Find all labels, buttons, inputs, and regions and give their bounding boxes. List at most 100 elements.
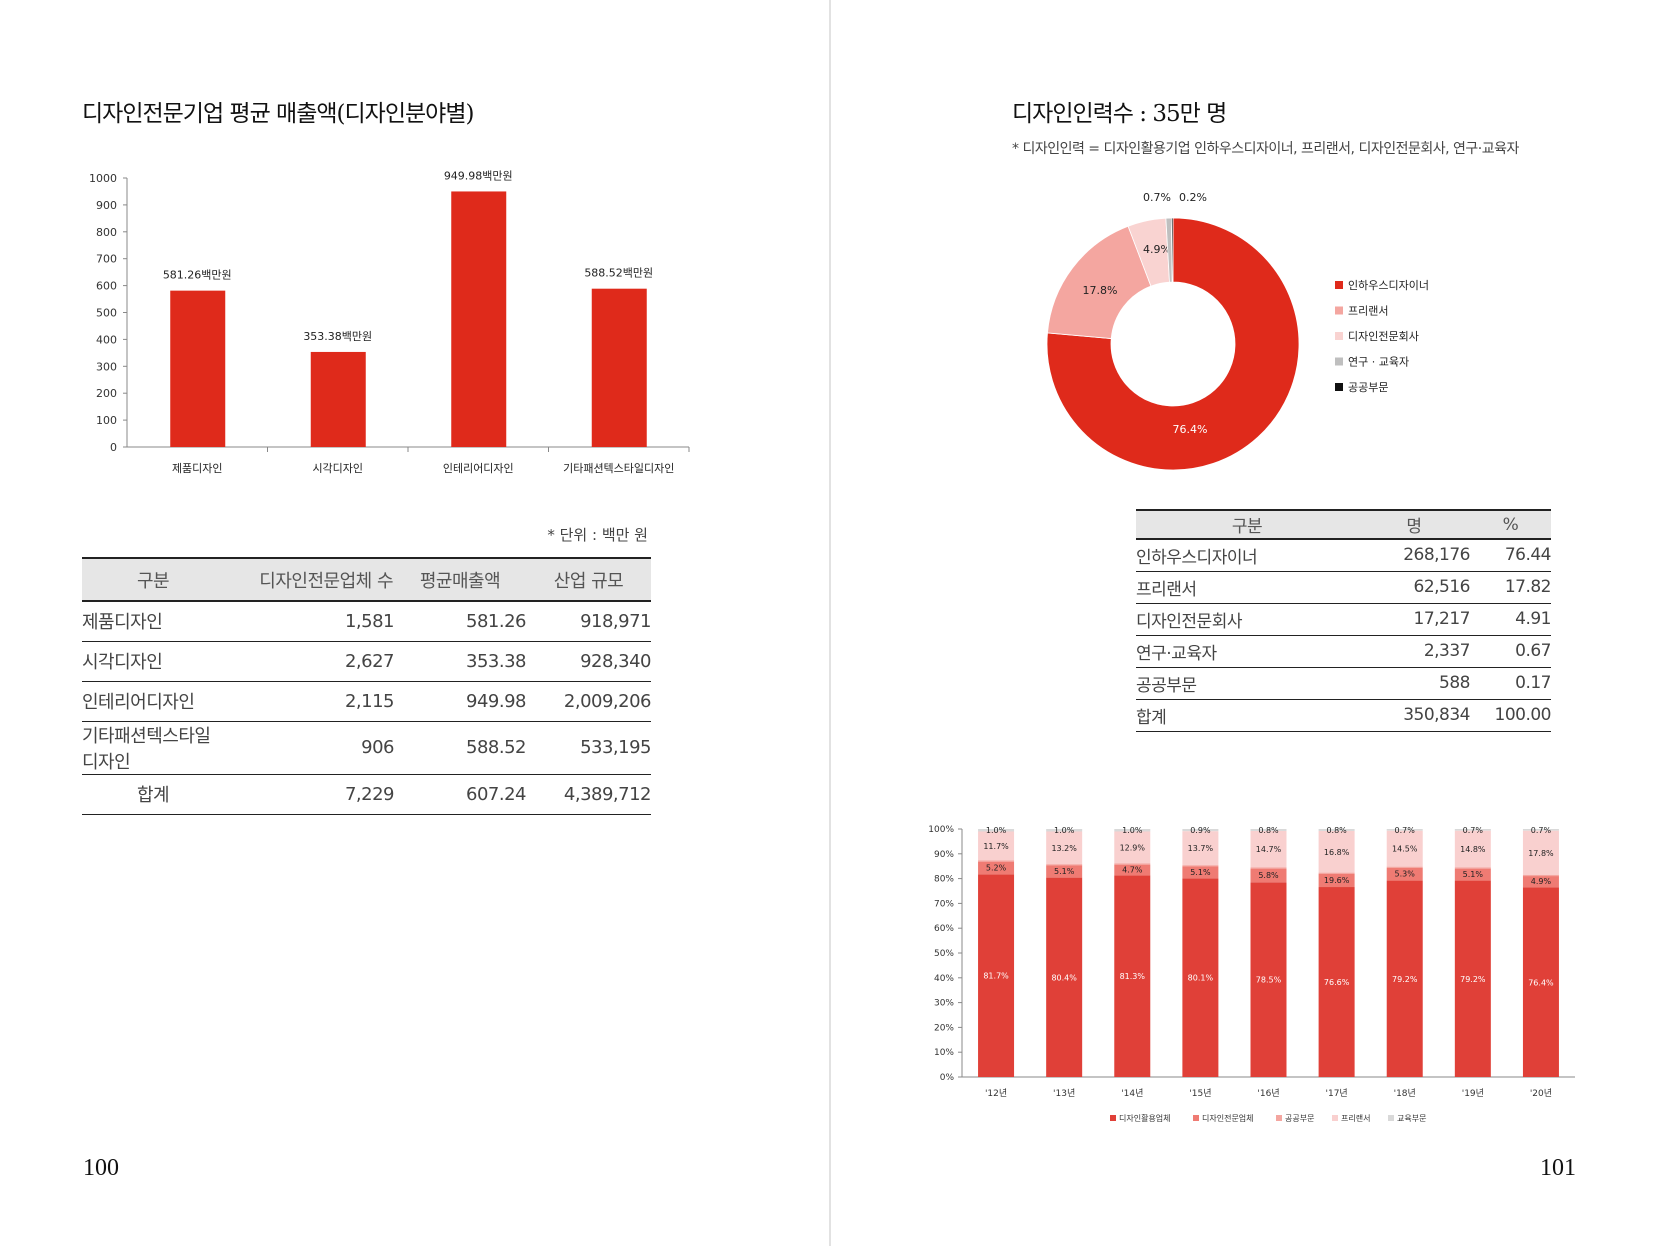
legend-label: 프리랜서 [1341, 1113, 1370, 1123]
segment-label: 14.8% [1460, 845, 1486, 854]
bar-segment-education [1114, 829, 1151, 832]
slice-label: 4.9% [1143, 243, 1171, 256]
cell-value: 918,971 [526, 601, 652, 642]
bar-segment-education [1046, 829, 1083, 832]
slice-label: 0.7% [1143, 191, 1171, 204]
row-label: 공공부문 [1136, 667, 1358, 700]
bar-segment-public [1114, 863, 1151, 865]
x-category-label: 제품디자인 [172, 462, 223, 475]
x-category-label: '18년 [1394, 1088, 1416, 1099]
x-category-label: 인테리어디자인 [443, 462, 514, 475]
cell-value: 1,581 [224, 601, 395, 642]
y-tick-label: 100 [96, 414, 117, 427]
cell-value: 353.38 [394, 641, 527, 682]
bar-segment-education [1182, 829, 1219, 832]
col-header: 명 [1358, 509, 1470, 540]
segment-label: 13.7% [1188, 844, 1214, 853]
cell-value: 581.26 [394, 601, 527, 642]
segment-label: 81.7% [983, 972, 1009, 981]
page-title-right: 디자인인력수 : 35만 명 [1012, 101, 1227, 127]
cell-value: 350,834 [1358, 699, 1471, 732]
workforce-stacked-chart: 0% 10% 20% 30% 40% 50% 60% 70% 80% 90% 100% 81.7% 5.… [928, 825, 1575, 1123]
table-row: 인테리어디자인 2,115 949.98 2,009,206 [82, 681, 652, 722]
y-tick-label: 500 [96, 307, 117, 320]
segment-label: 5.2% [986, 863, 1007, 872]
segment-label: 0.8% [1326, 826, 1347, 835]
x-category-label: '20년 [1530, 1088, 1552, 1099]
segment-label: 78.5% [1256, 976, 1282, 985]
legend-label: 디자인활용업체 [1119, 1113, 1171, 1123]
legend-label: 교육부문 [1397, 1114, 1426, 1123]
page-subtitle: * 디자인인력 = 디자인활용기업 인하우스디자이너, 프리랜서, 디자인전문회… [1012, 141, 1519, 157]
y-tick-label: 30% [934, 999, 954, 1009]
x-category-label: '19년 [1462, 1088, 1484, 1099]
row-label: 기타패션텍스타일디자인 [82, 721, 224, 775]
table-row: 기타패션텍스타일디자인 906 588.52 533,195 [82, 721, 652, 775]
row-label: 합계 [1136, 699, 1358, 732]
segment-label: 0.8% [1258, 826, 1279, 835]
bar [310, 351, 366, 447]
cell-value: 588 [1358, 667, 1471, 700]
col-header: 구분 [82, 557, 224, 602]
bar-segment-freelancer [1386, 830, 1423, 867]
segment-label: 19.6% [1324, 876, 1350, 885]
x-category-label: '17년 [1326, 1088, 1348, 1099]
bar-segment-design-firm [1114, 864, 1151, 876]
segment-label: 5.1% [1190, 868, 1211, 877]
legend-swatch [1388, 1115, 1394, 1121]
table-row: 시각디자인 2,627 353.38 928,340 [82, 641, 652, 682]
donut-slice [1047, 225, 1152, 339]
y-tick-label: 400 [96, 333, 117, 346]
table-row: 합계 7,229 607.24 4,389,712 [82, 774, 652, 815]
bar-segment-freelancer [1454, 830, 1491, 868]
bar-segment-design-using [1114, 875, 1151, 1077]
legend-label: 인하우스디자이너 [1348, 278, 1429, 292]
bar-segment-education [1454, 829, 1491, 831]
col-header: 평균매출액 [394, 557, 526, 602]
legend-label: 공공부문 [1285, 1114, 1314, 1123]
bar-segment-freelancer [978, 831, 1015, 861]
legend-swatch [1335, 332, 1343, 340]
segment-label: 5.8% [1258, 871, 1279, 880]
page-number: 101 [1540, 1155, 1576, 1181]
cell-value: 7,229 [224, 774, 395, 815]
row-label: 인하우스디자이너 [1136, 539, 1358, 572]
bar-segment-education [1318, 829, 1355, 831]
y-tick-label: 800 [96, 226, 117, 239]
x-category-label: '15년 [1189, 1088, 1211, 1099]
y-tick-label: 600 [96, 280, 117, 293]
bar-segment-design-using [1318, 887, 1355, 1077]
segment-label: 12.9% [1120, 843, 1146, 852]
workforce-table: 구분 명 % 인하우스디자이너 268,176 76.44 프리랜서 62,516 17.… [1136, 509, 1552, 732]
row-label: 합계 [82, 774, 224, 815]
legend-swatch [1335, 281, 1343, 289]
y-tick-label: 0% [940, 1073, 955, 1083]
bar-segment-education [1386, 829, 1423, 831]
segment-label: 1.0% [986, 826, 1007, 835]
segment-label: 76.6% [1324, 978, 1350, 987]
bar-segment-design-firm [978, 861, 1015, 875]
row-label: 프리랜서 [1136, 571, 1358, 604]
bar-segment-public [1250, 867, 1287, 869]
cell-value: 62,516 [1358, 571, 1471, 604]
bar-segment-design-firm [1046, 865, 1083, 878]
y-tick-label: 0 [110, 441, 117, 454]
bar-segment-freelancer [1522, 830, 1559, 875]
donut-slice [1171, 217, 1174, 283]
bar-segment-public [1454, 867, 1491, 869]
col-header: 구분 [1136, 509, 1358, 540]
cell-value: 906 [224, 721, 395, 775]
cell-value: 928,340 [526, 641, 652, 682]
bar-segment-design-firm [1250, 868, 1287, 883]
segment-label: 5.1% [1054, 867, 1075, 876]
revenue-table: 구분 디자인전문업체 수 평균매출액 산업 규모 제품디자인 1,581 581.2… [82, 557, 652, 815]
bar-segment-public [1386, 866, 1423, 868]
bar [591, 288, 647, 447]
y-tick-label: 50% [934, 949, 954, 959]
bar-segment-education [978, 829, 1015, 832]
legend-swatch [1110, 1115, 1116, 1121]
row-label: 인테리어디자인 [82, 681, 224, 722]
segment-label: 17.8% [1528, 849, 1554, 858]
bar [451, 191, 507, 447]
bar-segment-education [1250, 829, 1287, 831]
